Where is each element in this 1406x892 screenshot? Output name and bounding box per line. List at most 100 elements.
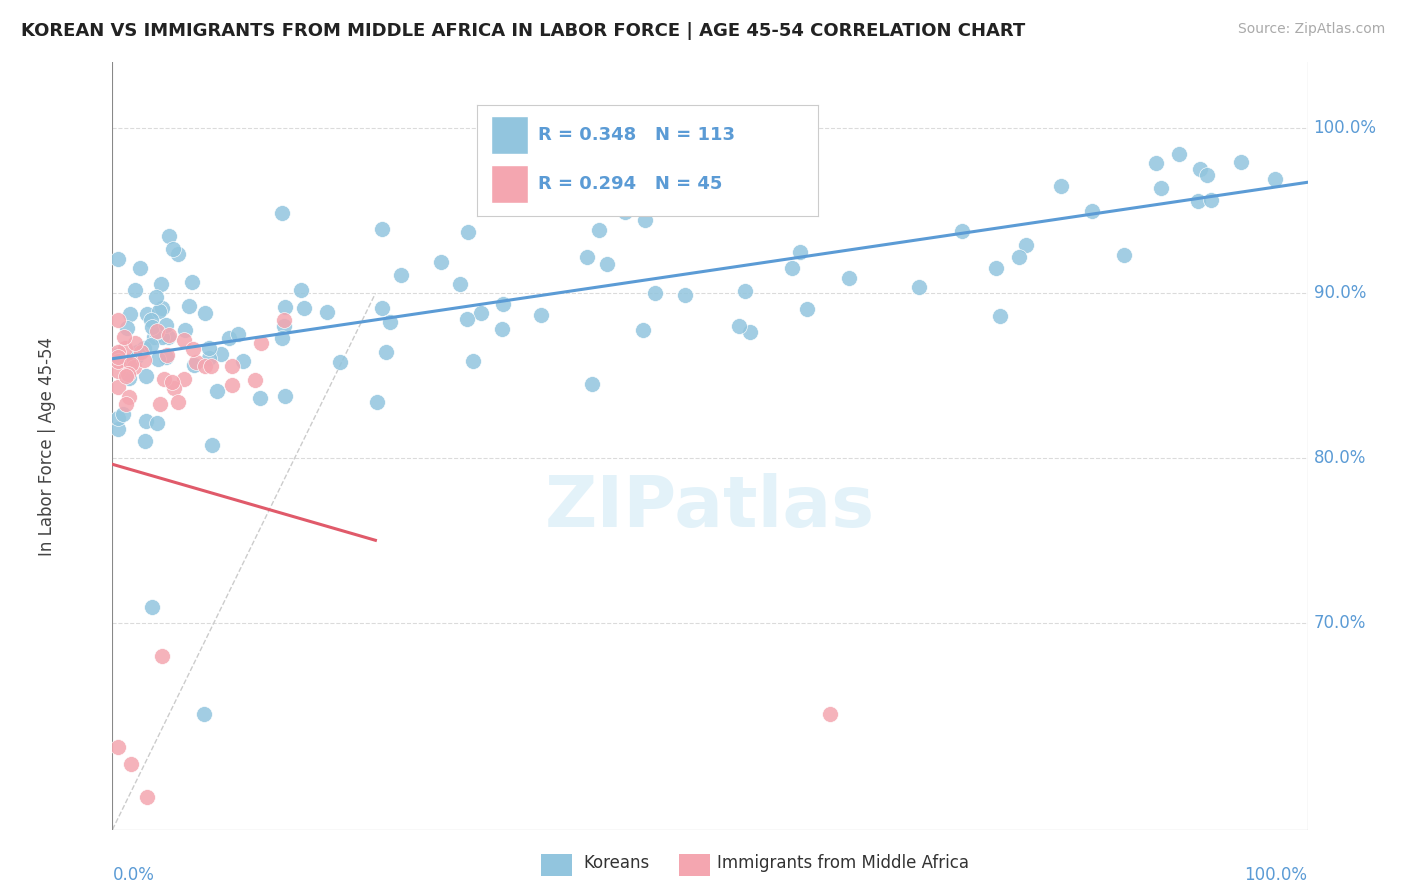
Point (163, 381, 186, 395)
Point (271, 206, 294, 220)
Point (1112, 247, 1135, 261)
Point (194, 305, 217, 319)
Point (370, 222, 392, 236)
Point (728, 318, 751, 333)
Point (107, 740, 129, 755)
Text: Source: ZipAtlas.com: Source: ZipAtlas.com (1237, 22, 1385, 37)
Point (1167, 146, 1189, 161)
Point (250, 335, 273, 350)
Point (132, 342, 155, 356)
Point (155, 318, 177, 332)
Point (491, 322, 513, 336)
Point (818, 707, 841, 722)
Point (139, 312, 162, 326)
Point (389, 268, 412, 282)
Point (118, 391, 141, 405)
Point (148, 304, 170, 318)
Point (613, 205, 636, 219)
Point (111, 407, 134, 421)
Point (734, 285, 756, 299)
Point (162, 242, 184, 256)
Point (1201, 194, 1223, 208)
Point (907, 280, 929, 294)
Text: 90.0%: 90.0% (1313, 285, 1367, 302)
Text: Koreans: Koreans (583, 855, 650, 872)
Point (112, 330, 135, 344)
Point (120, 357, 142, 371)
Point (218, 331, 240, 345)
Point (595, 256, 617, 270)
Point (115, 368, 138, 383)
Point (294, 301, 316, 315)
Point (141, 599, 163, 614)
Point (198, 341, 221, 355)
Point (114, 341, 136, 355)
Text: 80.0%: 80.0% (1313, 450, 1367, 467)
Point (115, 356, 138, 370)
Point (124, 283, 146, 297)
Point (107, 379, 129, 393)
Point (588, 223, 610, 237)
Point (145, 289, 167, 303)
Point (201, 438, 224, 452)
Point (984, 260, 1007, 275)
Point (491, 297, 513, 311)
Point (249, 391, 271, 405)
Point (184, 355, 207, 369)
Point (145, 325, 167, 339)
Point (107, 345, 129, 359)
Point (142, 329, 165, 343)
Point (107, 354, 129, 368)
Point (329, 355, 352, 369)
Point (107, 422, 129, 436)
Point (221, 377, 243, 392)
Point (146, 324, 169, 338)
Point (1014, 237, 1036, 252)
Point (107, 313, 129, 327)
Point (221, 359, 243, 373)
Point (156, 329, 179, 343)
Point (274, 301, 297, 315)
Point (145, 416, 167, 430)
Point (124, 350, 146, 364)
Point (950, 223, 973, 237)
Point (128, 260, 150, 275)
Point (226, 326, 249, 341)
Point (118, 307, 141, 321)
Point (273, 319, 295, 334)
Point (463, 354, 485, 368)
Point (1050, 178, 1073, 193)
Point (673, 287, 696, 301)
Point (120, 353, 142, 368)
Point (152, 372, 174, 386)
Point (173, 323, 195, 337)
Text: ZIPatlas: ZIPatlas (546, 473, 875, 541)
Point (141, 319, 163, 334)
Point (581, 377, 603, 392)
Point (146, 351, 169, 366)
Point (135, 369, 157, 384)
Point (173, 372, 195, 386)
Point (180, 275, 202, 289)
Point (232, 354, 254, 368)
Point (134, 434, 156, 449)
Text: In Labor Force | Age 45-54: In Labor Force | Age 45-54 (38, 336, 56, 556)
Point (634, 212, 657, 227)
Point (135, 789, 157, 804)
Point (107, 410, 129, 425)
Point (157, 327, 180, 342)
Text: 70.0%: 70.0% (1313, 615, 1367, 632)
Point (644, 285, 666, 300)
Point (183, 358, 205, 372)
Point (132, 352, 155, 367)
Point (449, 277, 471, 291)
Point (838, 271, 860, 285)
Point (370, 301, 392, 315)
Point (762, 178, 785, 192)
Point (633, 323, 655, 337)
Point (115, 397, 138, 411)
Point (456, 311, 478, 326)
Point (243, 373, 266, 387)
Point (122, 359, 145, 374)
Point (576, 250, 599, 264)
